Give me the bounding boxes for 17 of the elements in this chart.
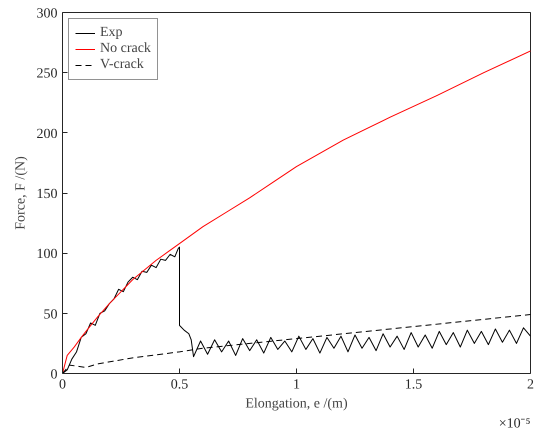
y-tick-label: 100 xyxy=(36,247,58,262)
y-tick-label: 0 xyxy=(50,368,58,382)
y-tick-label: 50 xyxy=(44,307,58,322)
y-tick-label: 150 xyxy=(36,187,58,202)
legend-label: No crack xyxy=(100,41,151,57)
y-axis-title: Force, F /(N) xyxy=(14,156,28,230)
y-tick-label: 300 xyxy=(36,6,58,22)
y-tick-label: 200 xyxy=(36,126,58,142)
x-axis-title: Elongation, e /(m) xyxy=(245,396,348,412)
x-tick-label: 2 xyxy=(527,378,534,392)
text: ×10⁻⁵ xyxy=(498,416,531,431)
x-tick-label: 0.5 xyxy=(170,378,188,392)
y-tick-label: 250 xyxy=(36,66,58,82)
x-tick-label: 1.5 xyxy=(404,378,422,392)
legend-label: Exp xyxy=(100,25,123,41)
x-tick-label: 1 xyxy=(293,378,300,392)
legend-label: V-crack xyxy=(100,57,144,73)
